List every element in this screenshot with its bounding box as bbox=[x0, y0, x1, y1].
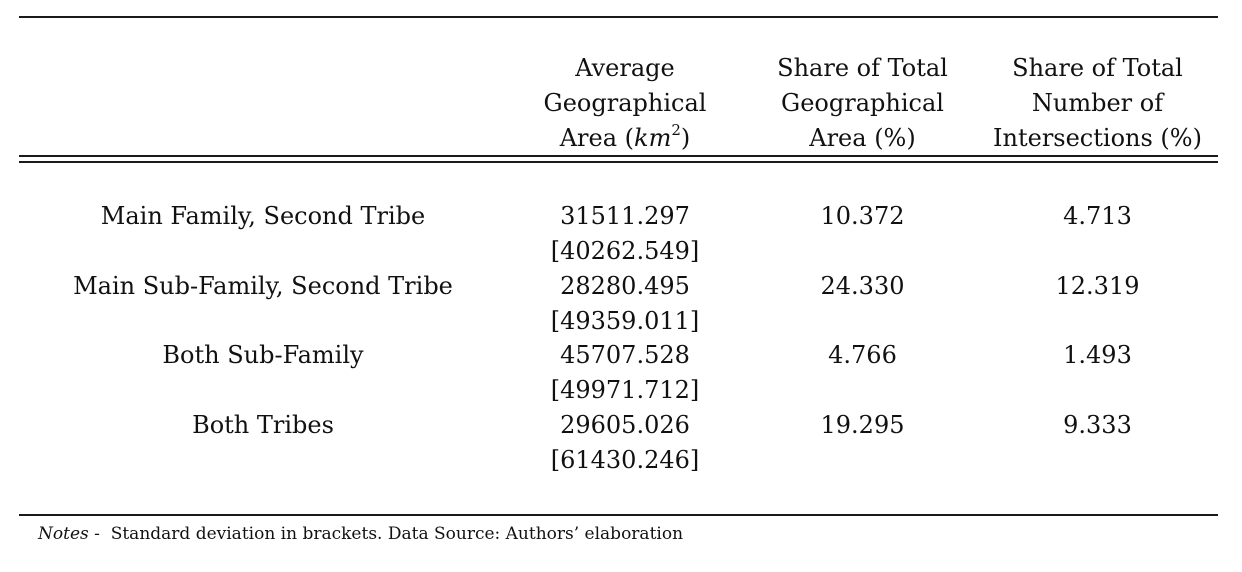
unit-suffix: ) bbox=[680, 124, 691, 152]
top-rule bbox=[19, 16, 1218, 18]
table-row: Both Sub-Family 45707.528 [49971.712] 4.… bbox=[0, 338, 1242, 408]
row-label: Both Tribes bbox=[192, 411, 334, 439]
header-line: Area (%) bbox=[809, 124, 916, 152]
row-label: Both Sub-Family bbox=[162, 341, 364, 369]
row-share-area: 24.330 bbox=[820, 272, 905, 300]
header-line-unit: Area (km2) bbox=[525, 121, 725, 156]
row-std-dev: [61430.246] bbox=[550, 446, 700, 474]
header-line: Geographical bbox=[781, 89, 944, 117]
table-row: Main Family, Second Tribe 31511.297 [402… bbox=[0, 199, 1242, 269]
row-share-intersections: 4.713 bbox=[1063, 202, 1132, 230]
header-share-area: Share of Total Geographical Area (%) bbox=[760, 51, 965, 156]
row-average: 31511.297 bbox=[560, 202, 690, 230]
row-share-intersections: 1.493 bbox=[1063, 341, 1132, 369]
row-share-intersections: 9.333 bbox=[1063, 411, 1132, 439]
header-rule-lower bbox=[19, 161, 1218, 163]
header-line: Average bbox=[575, 54, 675, 82]
header-line: Share of Total bbox=[1012, 54, 1183, 82]
header-rule-upper bbox=[19, 155, 1218, 157]
row-average: 28280.495 bbox=[560, 272, 690, 300]
row-share-area: 4.766 bbox=[828, 341, 897, 369]
notes-prefix: Notes bbox=[38, 524, 89, 544]
table-row: Main Sub-Family, Second Tribe 28280.495 … bbox=[0, 269, 1242, 339]
row-average: 45707.528 bbox=[560, 341, 690, 369]
table-row: Both Tribes 29605.026 [61430.246] 19.295… bbox=[0, 408, 1242, 478]
row-share-area: 19.295 bbox=[820, 411, 905, 439]
row-share-intersections: 12.319 bbox=[1055, 272, 1140, 300]
header-share-intersections: Share of Total Number of Intersections (… bbox=[985, 51, 1210, 156]
unit-prefix: Area ( bbox=[559, 124, 635, 152]
header-average-area: Average Geographical Area (km2) bbox=[525, 51, 725, 156]
row-share-area: 10.372 bbox=[820, 202, 905, 230]
header-line: Intersections (%) bbox=[993, 124, 1202, 152]
header-line: Number of bbox=[1031, 89, 1164, 117]
row-std-dev: [49971.712] bbox=[550, 376, 700, 404]
notes-text: Standard deviation in brackets. Data Sou… bbox=[110, 524, 684, 544]
row-label: Main Sub-Family, Second Tribe bbox=[73, 272, 453, 300]
row-average: 29605.026 bbox=[560, 411, 690, 439]
header-line: Share of Total bbox=[777, 54, 948, 82]
row-label: Main Family, Second Tribe bbox=[100, 202, 426, 230]
notes-dash: - bbox=[88, 524, 111, 544]
unit-var: km bbox=[634, 124, 672, 152]
row-std-dev: [49359.011] bbox=[550, 307, 700, 335]
unit-exponent: 2 bbox=[671, 121, 681, 139]
header-line: Geographical bbox=[543, 89, 707, 117]
bottom-rule bbox=[19, 514, 1218, 516]
row-std-dev: [40262.549] bbox=[550, 237, 700, 265]
table-notes: Notes - Standard deviation in brackets. … bbox=[38, 523, 683, 545]
